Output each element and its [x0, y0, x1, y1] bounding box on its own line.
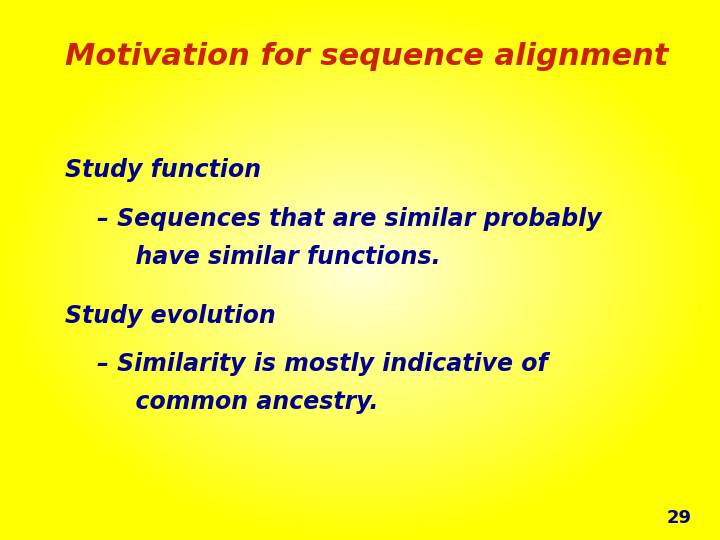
Text: Motivation for sequence alignment: Motivation for sequence alignment: [65, 42, 668, 71]
Text: common ancestry.: common ancestry.: [119, 390, 378, 414]
Text: Study function: Study function: [65, 158, 261, 182]
Text: 29: 29: [666, 509, 691, 528]
Text: Study evolution: Study evolution: [65, 304, 276, 328]
Text: – Sequences that are similar probably: – Sequences that are similar probably: [97, 207, 602, 231]
Text: – Similarity is mostly indicative of: – Similarity is mostly indicative of: [97, 353, 548, 376]
Text: have similar functions.: have similar functions.: [119, 245, 441, 268]
